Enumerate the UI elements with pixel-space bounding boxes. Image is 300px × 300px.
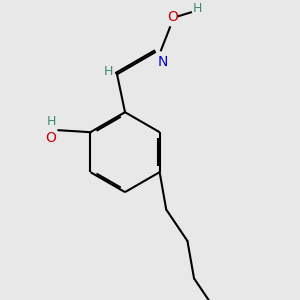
Text: H: H bbox=[192, 2, 202, 15]
Text: O: O bbox=[46, 131, 56, 145]
Text: N: N bbox=[158, 55, 168, 69]
Text: H: H bbox=[104, 65, 113, 78]
Text: O: O bbox=[167, 10, 178, 24]
Text: H: H bbox=[47, 115, 56, 128]
